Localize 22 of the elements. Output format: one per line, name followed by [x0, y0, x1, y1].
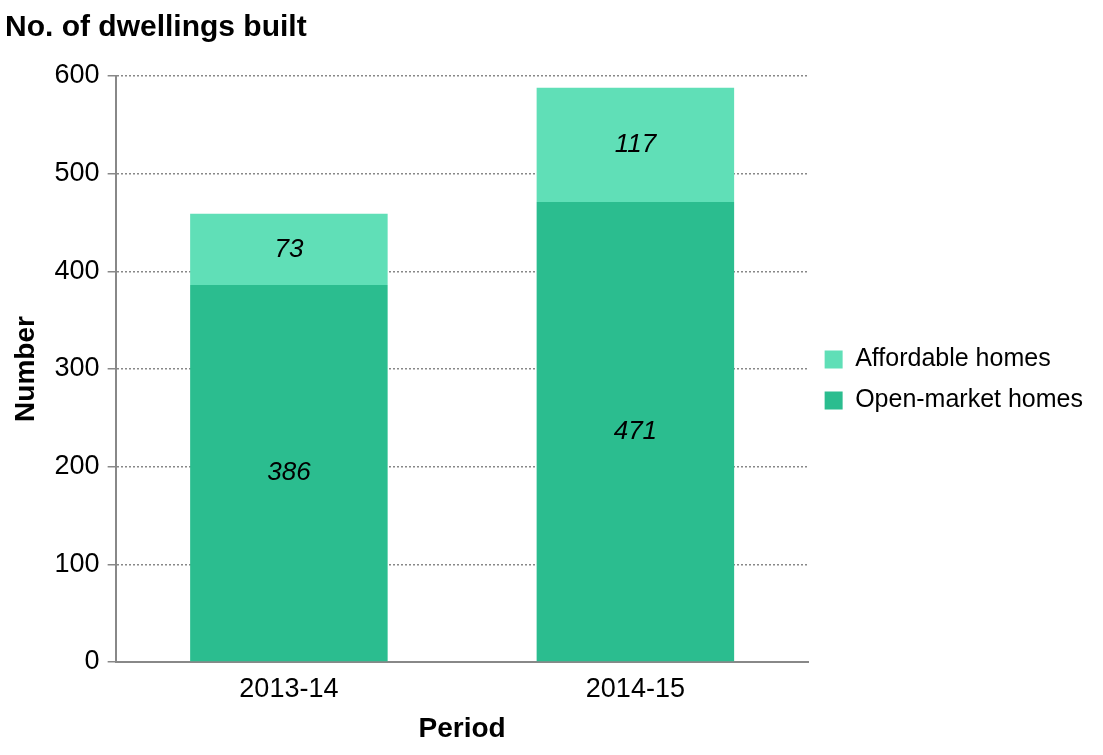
y-tick-label: 400 — [54, 254, 100, 285]
y-axis-title: Number — [8, 316, 40, 422]
legend-label: Affordable homes — [855, 343, 1051, 372]
data-label: 73 — [274, 232, 304, 263]
legend-label: Open-market homes — [855, 384, 1084, 413]
y-tick-label: 600 — [54, 59, 100, 90]
y-tick-label: 500 — [54, 157, 100, 188]
bar — [536, 201, 735, 662]
data-label: 117 — [614, 128, 658, 159]
data-label: 471 — [613, 414, 658, 445]
y-tick-label: 300 — [54, 352, 100, 383]
x-tick-label: 2014-15 — [585, 672, 685, 703]
chart-title: No. of dwellings built — [5, 9, 307, 43]
x-tick-label: 2013-14 — [239, 672, 339, 703]
bar — [536, 87, 735, 202]
x-axis-title: Period — [418, 711, 506, 743]
bar — [190, 285, 388, 662]
y-tick-label: 0 — [84, 645, 100, 676]
y-tick-label: 200 — [54, 450, 100, 481]
bar — [190, 213, 388, 286]
y-tick-label: 100 — [54, 547, 100, 578]
data-label: 386 — [267, 456, 312, 487]
